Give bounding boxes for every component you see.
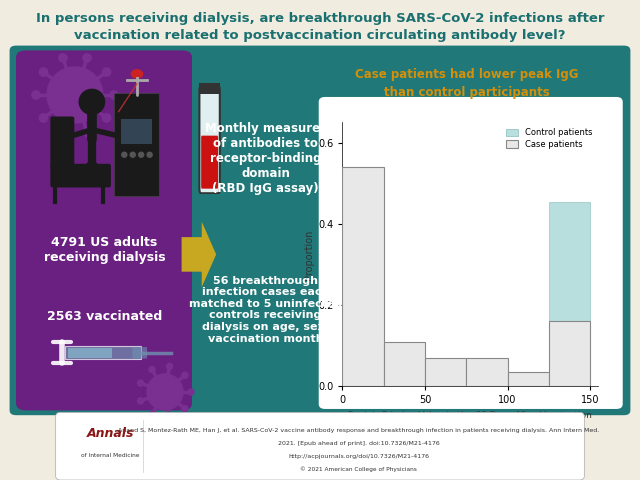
Circle shape	[138, 398, 143, 404]
Bar	[65, 347, 141, 359]
X-axis label: Peak IgG Index Value in the 60 Days After Vaccination: Peak IgG Index Value in the 60 Days Afte…	[348, 411, 593, 420]
Legend: Control patients, Case patients: Control patients, Case patients	[504, 127, 594, 150]
Text: 56 breakthrough
infection cases each
matched to 5 uninfected
controls receiving
: 56 breakthrough infection cases each mat…	[189, 276, 342, 344]
Bar	[425, 364, 467, 386]
Circle shape	[79, 89, 104, 114]
Text: 2021. [Epub ahead of print]. doi:10.7326/M21-4176: 2021. [Epub ahead of print]. doi:10.7326…	[278, 441, 439, 446]
Bar	[68, 348, 112, 358]
Circle shape	[122, 152, 127, 157]
Bar	[384, 360, 425, 386]
FancyArrow shape	[182, 222, 216, 287]
Text: Anand S, Montez-Rath ME, Han J, et al. SARS-CoV-2 vaccine antibody response and : Anand S, Montez-Rath ME, Han J, et al. S…	[118, 428, 599, 433]
Circle shape	[83, 128, 92, 136]
Circle shape	[155, 382, 175, 402]
Bar	[425, 358, 467, 386]
Text: http://acpjournals.org/doi/10.7326/M21-4176: http://acpjournals.org/doi/10.7326/M21-4…	[288, 454, 429, 459]
FancyBboxPatch shape	[132, 347, 147, 359]
Circle shape	[32, 91, 40, 99]
Text: Case patients had lower peak IgG: Case patients had lower peak IgG	[355, 68, 579, 81]
Ellipse shape	[131, 69, 143, 79]
Text: 4791 US adults
receiving dialysis: 4791 US adults receiving dialysis	[44, 236, 165, 264]
Text: vaccination related to postvaccination circulating antibody level?: vaccination related to postvaccination c…	[74, 29, 566, 42]
Circle shape	[110, 91, 118, 99]
Circle shape	[166, 415, 173, 420]
Circle shape	[147, 374, 183, 410]
Circle shape	[182, 406, 188, 412]
FancyBboxPatch shape	[51, 164, 111, 188]
Circle shape	[47, 67, 103, 123]
FancyBboxPatch shape	[201, 136, 218, 189]
Circle shape	[182, 372, 188, 378]
Bar	[467, 358, 508, 386]
Circle shape	[59, 54, 67, 62]
Bar	[508, 372, 549, 386]
Circle shape	[59, 128, 67, 136]
Circle shape	[102, 68, 111, 76]
FancyBboxPatch shape	[51, 117, 74, 168]
Bar	[549, 322, 590, 386]
Circle shape	[166, 363, 173, 370]
Circle shape	[149, 411, 155, 418]
Bar	[384, 342, 425, 386]
Circle shape	[130, 152, 135, 157]
Circle shape	[138, 380, 143, 386]
Circle shape	[60, 80, 90, 110]
Text: Annals: Annals	[86, 427, 134, 440]
Circle shape	[83, 54, 92, 62]
Bar	[342, 311, 384, 386]
Circle shape	[102, 114, 111, 122]
Text: © 2021 American College of Physicians: © 2021 American College of Physicians	[300, 467, 417, 472]
FancyBboxPatch shape	[115, 94, 159, 196]
Bar	[467, 374, 508, 386]
Text: than control participants: than control participants	[385, 85, 550, 99]
FancyBboxPatch shape	[200, 86, 220, 193]
Text: 2563 vaccinated: 2563 vaccinated	[47, 310, 162, 324]
Bar	[342, 167, 384, 386]
Text: In persons receiving dialysis, are breakthrough SARS-CoV-2 infections after: In persons receiving dialysis, are break…	[36, 12, 604, 25]
Circle shape	[39, 68, 47, 76]
Circle shape	[39, 114, 47, 122]
Bar	[199, 83, 220, 94]
Y-axis label: Proportion: Proportion	[304, 229, 314, 279]
Text: of Internal Medicine: of Internal Medicine	[81, 453, 140, 457]
Circle shape	[149, 366, 155, 372]
Bar	[122, 119, 152, 144]
Text: Monthly measures
of antibodies to
receptor-binding
domain
(RBD IgG assay): Monthly measures of antibodies to recept…	[205, 122, 326, 195]
Bar	[508, 380, 549, 386]
Circle shape	[188, 389, 194, 395]
Circle shape	[147, 152, 152, 157]
Bar	[549, 202, 590, 386]
Circle shape	[139, 152, 144, 157]
